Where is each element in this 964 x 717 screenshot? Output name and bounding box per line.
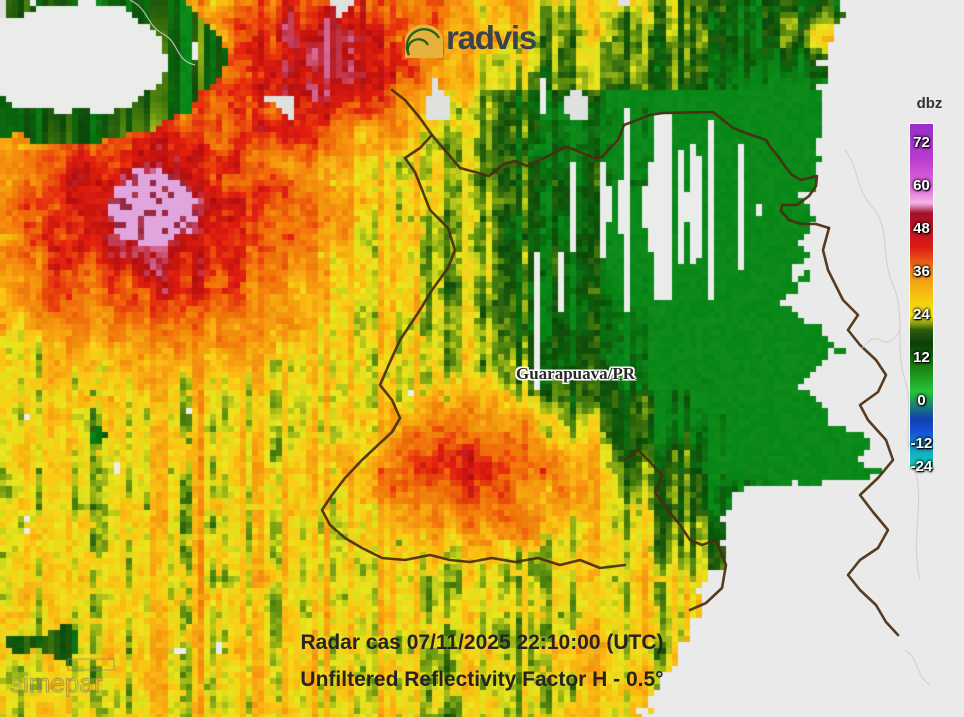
svg-text:simepar: simepar [10,668,103,697]
